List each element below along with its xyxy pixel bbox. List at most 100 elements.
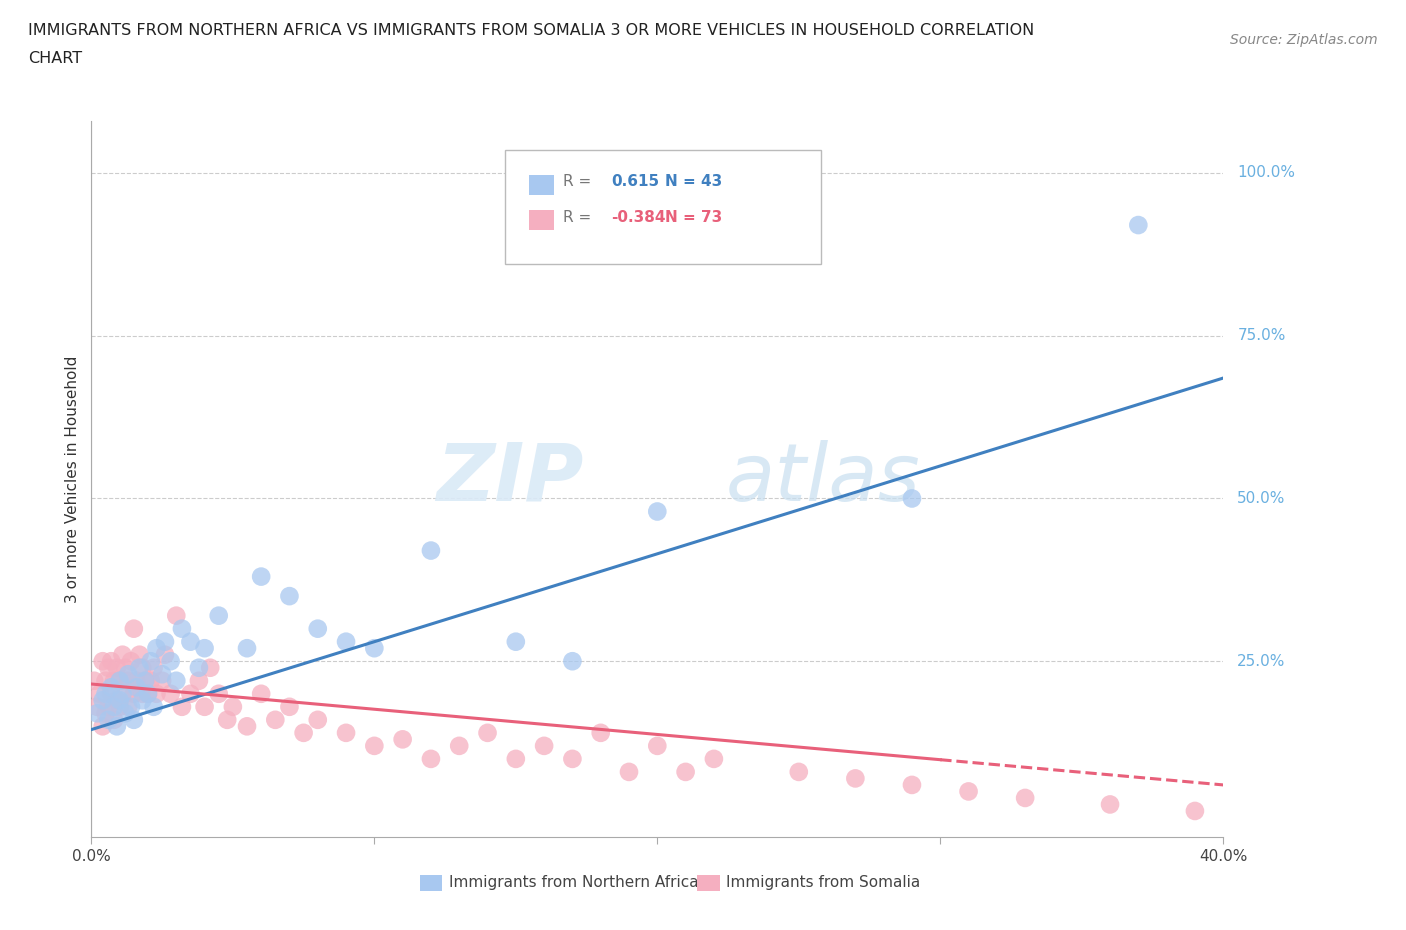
Text: R =: R = [564,174,596,190]
Point [125,673,148,688]
Text: 50.0%: 50.0% [1237,491,1285,506]
Point [193,699,217,714]
Point [307,621,329,636]
Point [645,504,668,519]
Point [505,751,527,766]
Point [617,764,640,779]
Point [236,719,259,734]
Point [250,686,273,701]
Point [250,569,273,584]
FancyBboxPatch shape [697,875,720,891]
Point [145,641,167,656]
Point [114,660,136,675]
Point [278,589,301,604]
Text: Immigrants from Northern Africa: Immigrants from Northern Africa [449,875,699,890]
Point [108,673,131,688]
Point [97,712,120,727]
Point [187,673,209,688]
Text: N = 73: N = 73 [665,210,723,225]
Point [117,699,139,714]
Point [153,647,176,662]
Point [128,660,150,675]
Point [264,712,287,727]
Point [103,699,125,714]
Point [100,680,122,695]
Point [105,693,128,708]
Point [114,686,136,701]
Point [100,654,122,669]
Point [150,673,173,688]
Point [97,660,120,675]
FancyBboxPatch shape [530,175,554,194]
Point [179,686,201,701]
Point [120,654,142,669]
Point [1098,797,1121,812]
Point [134,673,156,688]
Point [125,680,148,695]
Point [278,699,301,714]
Point [533,738,555,753]
FancyBboxPatch shape [505,150,821,264]
Point [561,654,583,669]
Point [103,673,125,688]
Point [703,751,725,766]
Point [363,738,385,753]
Y-axis label: 3 or more Vehicles in Household: 3 or more Vehicles in Household [65,355,80,603]
Point [179,634,201,649]
Point [105,660,128,675]
Point [97,699,120,714]
Point [200,660,222,675]
Point [86,699,108,714]
Point [589,725,612,740]
Point [131,693,153,708]
Point [645,738,668,753]
Point [1014,790,1036,805]
Point [103,712,125,727]
Point [94,706,117,721]
Point [153,634,176,649]
Point [91,719,114,734]
Point [142,699,165,714]
Point [561,751,583,766]
Point [128,647,150,662]
Point [145,686,167,701]
Point [391,732,413,747]
Point [363,641,385,656]
Text: 100.0%: 100.0% [1237,166,1295,180]
Text: Source: ZipAtlas.com: Source: ZipAtlas.com [1230,33,1378,46]
Point [108,673,131,688]
Point [419,751,441,766]
Point [131,660,153,675]
Text: Immigrants from Somalia: Immigrants from Somalia [727,875,921,890]
Point [307,712,329,727]
Point [222,699,245,714]
FancyBboxPatch shape [419,875,443,891]
Point [150,667,173,682]
Point [165,608,187,623]
Point [91,654,114,669]
Point [136,686,159,701]
Text: IMMIGRANTS FROM NORTHERN AFRICA VS IMMIGRANTS FROM SOMALIA 3 OR MORE VEHICLES IN: IMMIGRANTS FROM NORTHERN AFRICA VS IMMIG… [28,23,1035,38]
Text: atlas: atlas [725,440,920,518]
Point [170,699,193,714]
Point [105,719,128,734]
Point [236,641,259,656]
Point [120,699,142,714]
Point [787,764,810,779]
Point [86,706,108,721]
Point [208,608,231,623]
Point [1184,804,1206,818]
Point [111,647,134,662]
Point [1128,218,1150,232]
Point [122,621,145,636]
Point [91,693,114,708]
Text: 75.0%: 75.0% [1237,328,1285,343]
Point [170,621,193,636]
Point [159,686,181,701]
Text: ZIP: ZIP [436,440,583,518]
Point [208,686,231,701]
Text: R =: R = [564,210,596,225]
Point [217,712,239,727]
Point [94,673,117,688]
Point [139,673,162,688]
